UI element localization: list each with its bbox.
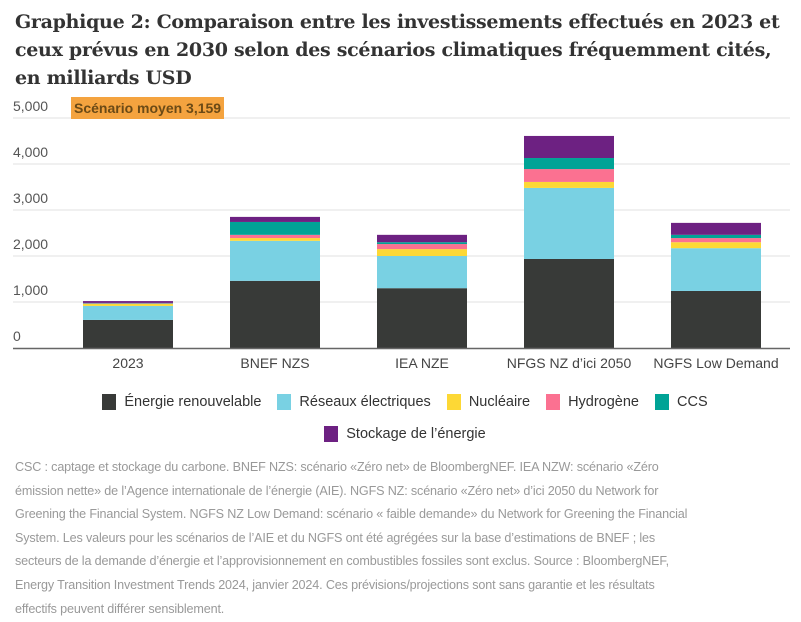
bar-segment-3 <box>377 244 467 250</box>
footnote-line: Greening the Financial System. NGFS NZ L… <box>15 507 688 522</box>
legend-label: Hydrogène <box>568 394 639 410</box>
bar-segment-0 <box>524 258 614 348</box>
bar-segment-2 <box>524 181 614 188</box>
bar-segment-3 <box>230 234 320 239</box>
legend-item: Nucléaire <box>446 388 531 416</box>
legend-item: Réseaux électriques <box>277 388 431 416</box>
bar-segment-5 <box>377 234 467 243</box>
legend-label: Nucléaire <box>468 394 531 410</box>
y-tick-label: 1,000 <box>13 282 48 298</box>
footnote-line: Energy Transition Investment Trends 2024… <box>15 577 655 592</box>
bar-segment-3 <box>524 169 614 182</box>
footnote-line: effectifs peuvent différer sensiblement. <box>15 601 225 616</box>
y-tick-label: 0 <box>13 328 21 344</box>
footnote-line: System. Les valeurs pour les scénarios d… <box>15 530 656 545</box>
bar-segment-1 <box>83 305 173 320</box>
x-tick-label: BNEF NZS <box>240 355 309 371</box>
bar-segment-4 <box>230 221 320 235</box>
legend-item: Hydrogène <box>546 388 639 416</box>
legend-swatch <box>102 394 117 410</box>
bar-segment-1 <box>524 187 614 259</box>
x-tick-label: 2023 <box>112 355 143 371</box>
legend-swatch <box>546 394 561 410</box>
bar-segment-2 <box>230 238 320 241</box>
legend-item: Énergie renouvelable <box>102 388 261 416</box>
legend: Énergie renouvelable Réseaux électriques N… <box>60 388 750 452</box>
bar-segment-4 <box>377 242 467 245</box>
legend-item: Stockage de l’énergie <box>324 420 486 448</box>
footnote: CSC : captage et stockage du carbone. BN… <box>15 456 800 621</box>
bar-segment-0 <box>230 280 320 348</box>
legend-label: Énergie renouvelable <box>124 394 262 410</box>
bar-segment-1 <box>671 248 761 291</box>
y-tick-label: 2,000 <box>13 236 48 252</box>
footnote-line: CSC : captage et stockage du carbone. BN… <box>15 460 659 474</box>
bar-segment-5 <box>671 222 761 235</box>
bar-segment-1 <box>230 240 320 281</box>
bar-segment-4 <box>671 234 761 239</box>
bar-segment-2 <box>671 242 761 249</box>
legend-swatch <box>655 394 669 410</box>
legend-label: Stockage de l’énergie <box>346 426 486 442</box>
y-tick-label: 4,000 <box>13 144 48 160</box>
x-tick-label: NGFS Low Demand <box>653 355 778 371</box>
bar-segment-1 <box>377 256 467 289</box>
footnote-line: secteurs de la demande d’énergie et l’ap… <box>15 554 669 569</box>
bar-segment-5 <box>83 301 173 303</box>
average-scenario-annotation: Scénario moyen 3,159 <box>71 97 225 119</box>
bar-segment-4 <box>524 158 614 170</box>
bar-segment-0 <box>83 319 173 348</box>
bar-segment-5 <box>524 135 614 159</box>
chart-title: Graphique 2: Comparaison entre les inves… <box>15 11 780 89</box>
stacked-bar-chart: 0 1,000 2,000 3,000 4,000 5,000 2023 BNEF NZS IE… <box>13 98 790 371</box>
y-tick-label: 3,000 <box>13 190 48 206</box>
legend-swatch <box>446 394 461 410</box>
legend-label: Réseaux électriques <box>299 394 431 410</box>
legend-swatch <box>324 426 339 442</box>
bar-segment-2 <box>377 249 467 256</box>
bar-segment-0 <box>671 290 761 348</box>
bar-segment-5 <box>230 216 320 222</box>
y-tick-label: 5,000 <box>13 98 48 114</box>
x-tick-label: IEA NZE <box>395 355 449 371</box>
bar-segment-3 <box>671 238 761 243</box>
legend-swatch <box>277 394 292 410</box>
legend-item: CCS <box>655 388 708 416</box>
x-tick-label: NFGS NZ d’ici 2050 <box>507 355 632 371</box>
bar-segment-0 <box>377 288 467 348</box>
bar-segment-2 <box>83 303 173 306</box>
footnote-line: émission nette» de l’Agence internationa… <box>15 483 659 498</box>
legend-label: CCS <box>677 394 708 410</box>
